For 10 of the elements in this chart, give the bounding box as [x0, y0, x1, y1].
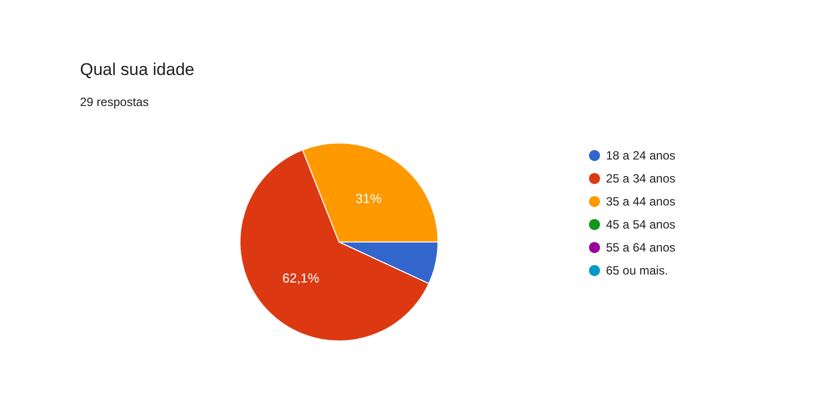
data-label: 62,1%: [282, 270, 320, 286]
legend-label: 35 a 44 anos: [606, 194, 676, 208]
chart-title: Qual sua idade: [80, 60, 194, 79]
text: 29 respostas: [80, 95, 149, 109]
legend-label: 45 a 54 anos: [606, 218, 676, 232]
legend-label: 55 a 64 anos: [606, 240, 676, 254]
legend-label: 25 a 34 anos: [606, 172, 676, 186]
data-label: 31%: [355, 191, 382, 206]
legend-label: 65 ou mais.: [606, 264, 668, 278]
legend-label: 18 a 24 anos: [606, 148, 676, 162]
